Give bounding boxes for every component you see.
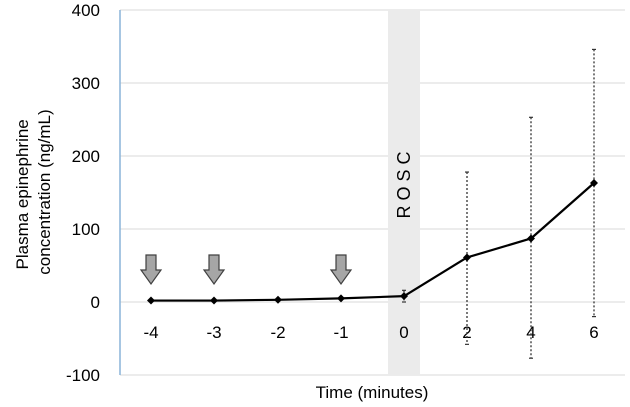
data-point <box>337 294 345 303</box>
x-tick-label: 0 <box>399 323 408 342</box>
y-axis-title-line-1: Plasma epinephrine <box>13 119 32 269</box>
y-tick-label: 0 <box>91 293 100 312</box>
data-point <box>463 253 471 262</box>
x-tick-label: 6 <box>589 323 598 342</box>
error-bars <box>402 48 596 359</box>
series <box>147 179 598 305</box>
y-tick-label: 300 <box>72 74 100 93</box>
x-tick-label: -4 <box>143 323 158 342</box>
x-axis-title: Time (minutes) <box>316 383 429 402</box>
arrow-marker <box>329 254 353 286</box>
series-line <box>151 182 595 302</box>
rosc-band <box>388 10 420 375</box>
y-tick-label: 100 <box>72 220 100 239</box>
arrow-marker <box>139 254 163 286</box>
data-point <box>400 292 408 301</box>
y-tick-labels: -100 0 100 200 300 400 <box>66 1 100 385</box>
arrow-markers <box>139 254 353 286</box>
arrow-marker <box>202 254 226 286</box>
x-tick-label: 4 <box>526 323 535 342</box>
y-tick-label: -100 <box>66 366 100 385</box>
data-point <box>147 296 155 305</box>
x-tick-label: -1 <box>333 323 348 342</box>
gridlines <box>120 9 625 376</box>
x-tick-labels: -4-3-2-10246 <box>143 323 598 342</box>
x-tick-label: -3 <box>206 323 221 342</box>
y-tick-label: 200 <box>72 147 100 166</box>
data-point <box>527 234 535 243</box>
x-tick-label: -2 <box>270 323 285 342</box>
data-point <box>274 295 282 304</box>
data-point <box>210 296 218 305</box>
data-point <box>590 179 598 188</box>
y-axis-title-line-2: concentration (ng/mL) <box>35 109 54 274</box>
y-tick-label: 400 <box>72 1 100 20</box>
rosc-label: R O S C <box>394 151 414 218</box>
y-axis-title: Plasma epinephrine concentration (ng/mL) <box>13 109 54 274</box>
